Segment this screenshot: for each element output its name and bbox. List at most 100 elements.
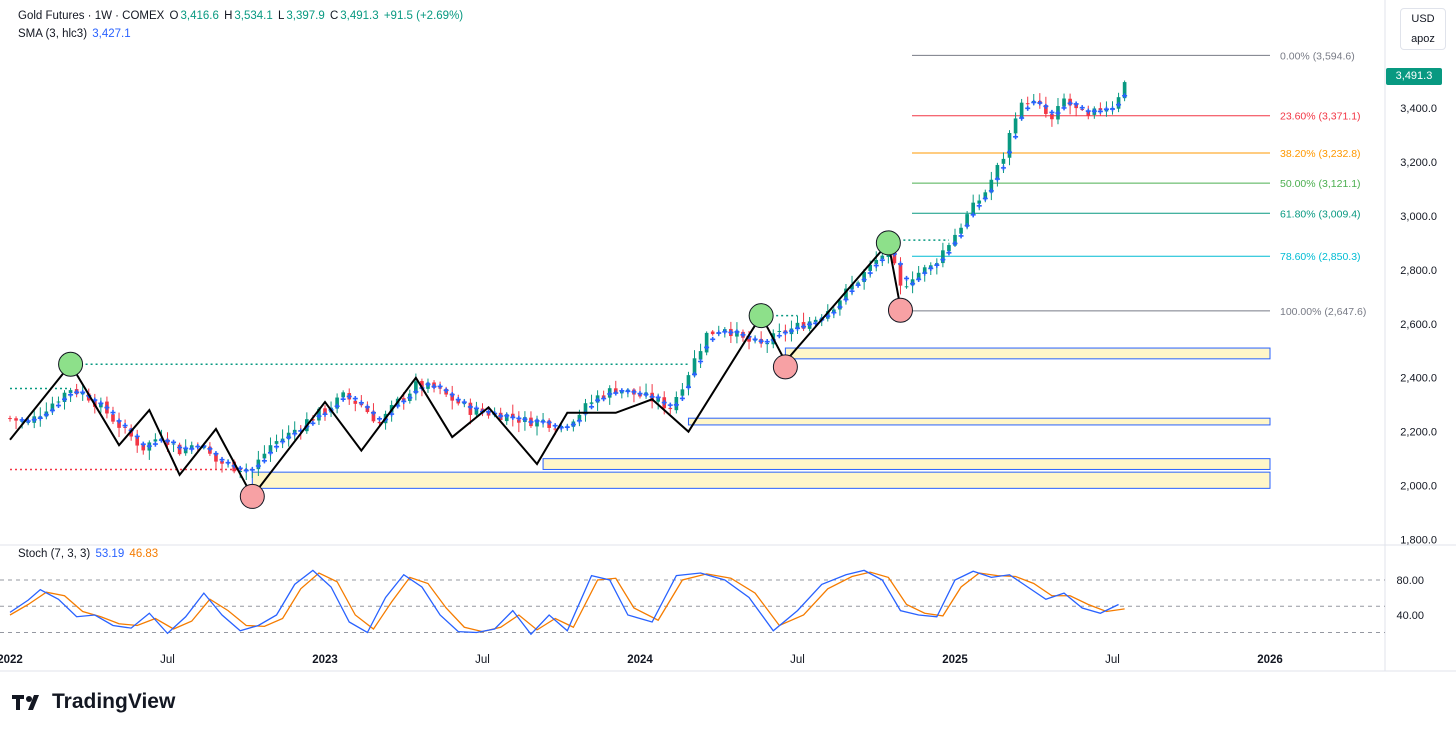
sma-marker [292,431,298,437]
sma-marker [110,410,116,416]
legend-sma[interactable]: SMA (3, hlc3) 3,427.1 [18,28,133,40]
candle-body [922,267,927,274]
sma-marker [377,416,383,422]
sma-marker [1085,108,1091,114]
stoch-k-line [9,569,1119,636]
sma-marker [473,405,479,411]
candle-body [56,401,61,403]
sma-marker [873,263,879,269]
sma-marker [486,409,492,415]
sma-marker [843,297,849,303]
x-tick-label: 2023 [312,654,338,666]
sma-marker [1037,100,1043,106]
sma-marker [401,398,407,404]
sma-marker [510,414,516,420]
sma-marker [552,423,558,429]
candle-body [850,284,854,290]
x-tick-label: Jul [160,654,175,666]
candle-body [335,397,339,409]
sma-marker [389,411,395,417]
candle-body [50,403,55,412]
candle-body [704,332,709,353]
fib-level-label: 100.00% (2,647.6) [1280,306,1366,318]
sma-marker [352,396,358,402]
sma-marker [122,423,128,429]
candle-body [698,351,703,360]
sma-marker [710,336,716,342]
sma-marker [570,422,576,428]
scale-mode-label[interactable]: apoz [1411,33,1435,45]
sma-marker [673,402,679,408]
candle-body [1007,132,1012,158]
sma-marker [316,413,322,419]
sma-marker [528,419,534,425]
sma-marker [655,394,661,400]
sma-marker [734,329,740,335]
sma-marker [601,396,607,402]
sma-marker [207,446,213,452]
y-tick-label: 3,400.0 [1400,103,1437,115]
sma-marker [455,397,461,403]
sma-marker [467,404,473,410]
low-value: 3,397.9 [286,10,325,22]
candle-body [274,441,279,444]
legend-stoch[interactable]: Stoch (7, 3, 3) 53.19 46.83 [18,548,160,560]
sma-marker [1116,102,1122,108]
sma-marker [637,391,643,397]
support-zone [251,471,1271,489]
x-tick-label: 2026 [1257,654,1283,666]
candle-body [111,414,115,422]
sma-marker [958,233,964,239]
candle-body [117,420,121,428]
candle-body [947,245,951,252]
sma-marker [19,417,25,423]
candle-body [844,288,848,300]
sma-marker [788,328,794,334]
tradingview-logo[interactable]: TradingView [12,690,175,714]
sma-marker [1091,108,1097,114]
sma-marker [334,403,340,409]
candle-body [989,179,994,193]
sma-marker [667,402,673,408]
sma-marker [564,424,570,430]
candle-body [371,411,376,422]
candle-body [414,381,418,394]
stoch-tick-label: 80.00 [1396,575,1424,587]
sma-marker [1073,101,1079,107]
sma-marker [25,418,31,424]
candle-body [517,419,521,423]
sma-marker [692,371,698,377]
x-tick-label: Jul [790,654,805,666]
candle-body [311,419,315,421]
candle-body [874,259,879,265]
candle-body [916,272,921,280]
sma-marker [595,397,601,403]
sma-marker [1000,165,1006,171]
sma-marker [740,332,746,338]
candle-body [656,398,660,402]
x-tick-label: Jul [1105,654,1120,666]
symbol-title[interactable]: Gold Futures · 1W · COMEX [18,10,165,22]
sma-marker [358,400,364,406]
currency-label[interactable]: USD [1411,13,1435,25]
sma-marker [916,276,922,282]
fib-level-label: 0.00% (3,594.6) [1280,50,1355,62]
stoch-d-value: 46.83 [129,548,159,560]
sma-marker [837,304,843,310]
scale-settings[interactable]: USD apoz [1400,8,1446,50]
zigzag-line [9,240,902,499]
sma-marker [758,338,764,344]
sma-marker [861,277,867,283]
candle-body [668,407,673,410]
candle-body [420,381,424,390]
sma-marker [922,270,928,276]
sma-marker [940,257,946,263]
candle-body [589,402,594,404]
sma-marker [286,434,292,440]
sma-marker [461,399,467,405]
candle-body [353,400,358,404]
sma-marker [879,257,885,263]
sma-marker [498,413,504,419]
sma-marker [1110,106,1115,112]
